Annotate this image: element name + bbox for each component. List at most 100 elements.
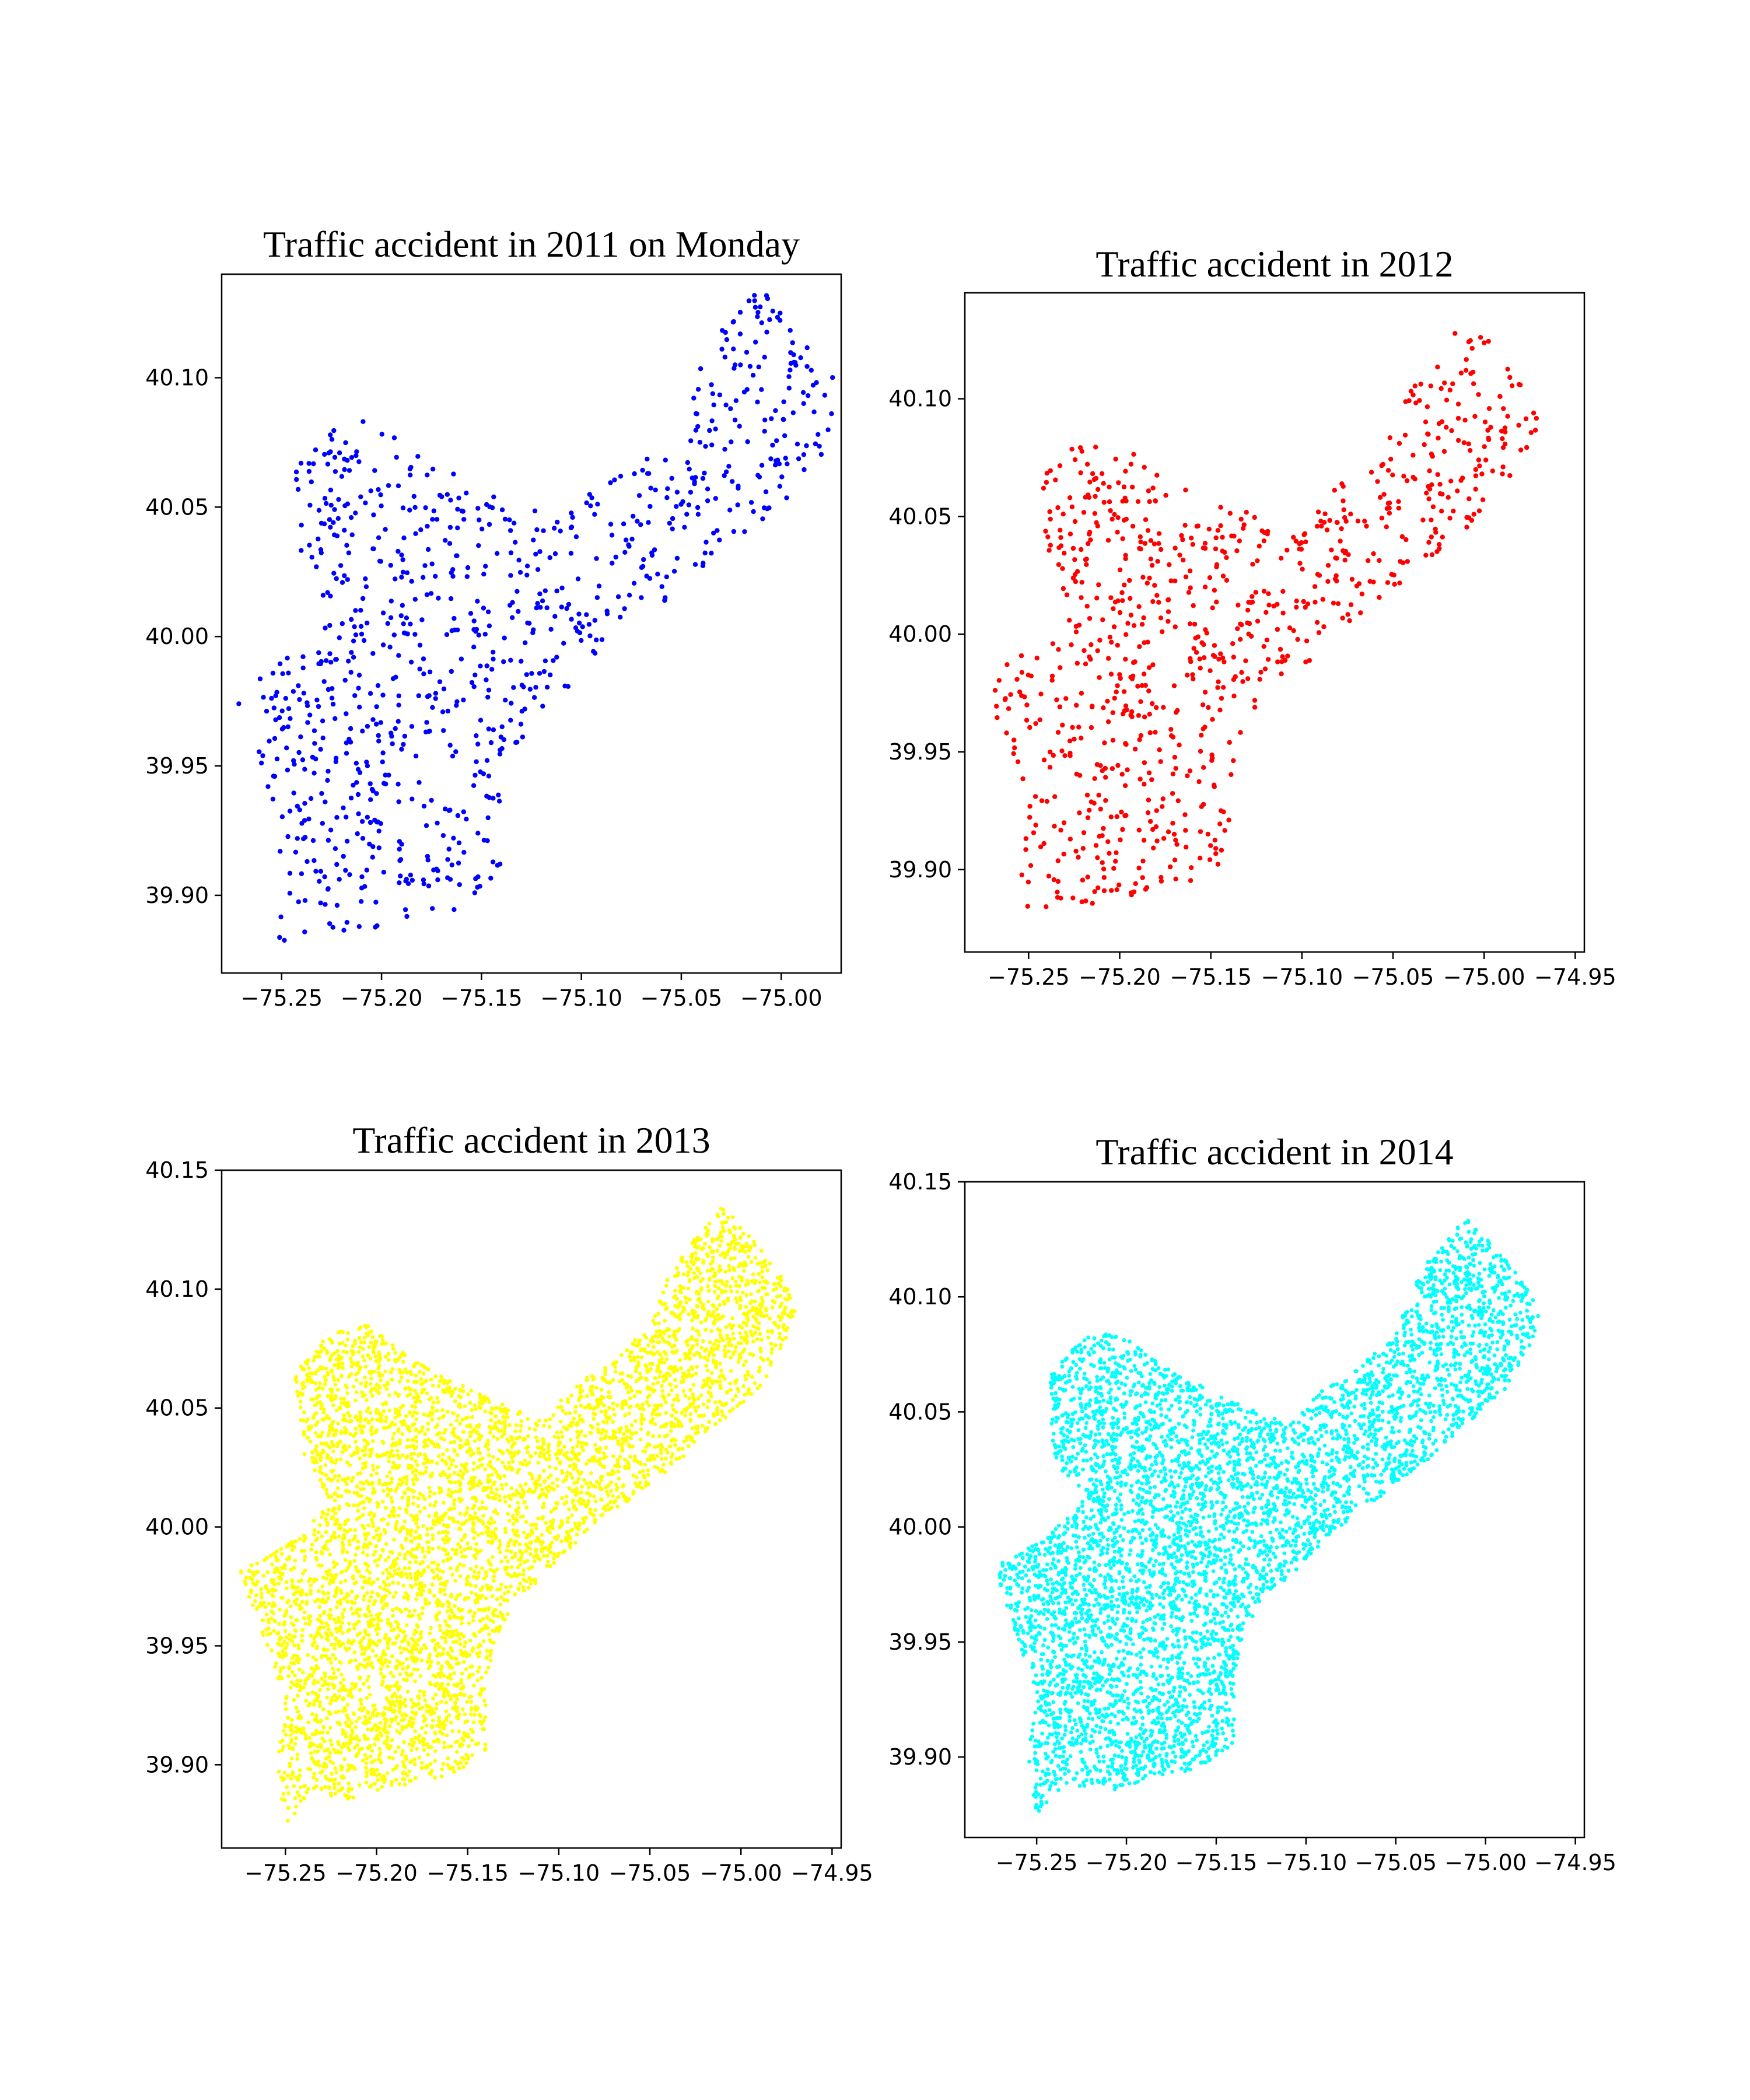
data-point [473,1713,477,1717]
data-point [1321,624,1326,629]
data-point [1287,625,1293,631]
data-point [784,495,789,501]
data-point [638,522,643,527]
data-point [632,1355,636,1360]
data-point [762,355,767,360]
data-point [305,720,310,725]
data-point [1314,523,1320,529]
data-point [437,1739,441,1744]
data-point [484,793,489,799]
data-point [670,1403,675,1408]
data-point [340,1494,344,1499]
data-point [300,1633,304,1638]
data-point [673,1378,677,1382]
data-point [1108,595,1114,600]
data-point [572,1416,576,1421]
data-point [1138,539,1143,545]
data-point [344,1568,348,1573]
data-point [537,549,542,554]
data-point [686,502,692,508]
data-point [576,620,582,626]
data-point [716,1317,720,1321]
data-point [1124,707,1129,713]
data-point [370,1749,374,1753]
data-point [1019,670,1025,675]
data-point [1196,779,1202,785]
data-point [404,1455,408,1460]
data-point [352,1712,356,1716]
data-point [1518,447,1524,453]
data-point [523,1482,528,1486]
data-point [535,601,540,606]
data-point [477,1458,482,1462]
data-point [752,293,757,298]
data-point [1092,776,1097,781]
data-point [1087,807,1092,813]
data-point [487,522,492,527]
data-point [760,1296,764,1300]
data-point [608,1500,613,1504]
data-point [1387,505,1392,510]
data-point [325,461,331,467]
x-tick-label: −75.00 [740,985,822,1011]
data-point [364,1632,368,1637]
data-point [1480,497,1486,502]
data-point [555,1484,559,1488]
data-point [742,529,747,534]
data-point [362,1575,366,1580]
data-point [482,1576,487,1581]
data-point [1220,548,1225,554]
data-point [475,741,481,747]
data-point [318,747,323,752]
data-point [378,1751,383,1755]
data-point [411,494,416,499]
data-point [405,1689,410,1694]
data-point [471,783,477,788]
data-point [626,1466,631,1471]
data-point [367,1645,372,1650]
data-point [1243,658,1248,664]
data-point [1033,721,1038,726]
data-point [1304,638,1310,643]
data-point [673,1343,677,1348]
data-point [1291,628,1296,634]
data-point [1219,848,1224,853]
data-point [1054,697,1059,702]
data-point [463,1640,467,1644]
data-point [356,811,361,817]
data-point [1014,677,1020,682]
data-point [695,1275,699,1279]
data-point [1012,737,1017,743]
data-point [404,1414,408,1419]
data-point [520,734,526,740]
data-point [1319,523,1324,529]
data-point [1068,531,1073,537]
data-point [762,417,768,423]
data-point [359,886,365,891]
data-point [674,1410,678,1415]
data-point [1148,556,1154,562]
data-point [422,1555,427,1559]
data-point [524,1542,528,1547]
data-point [1482,444,1487,449]
data-point [1052,794,1058,799]
data-point [340,621,345,626]
data-point [691,1395,695,1399]
data-point [1144,580,1150,586]
data-point [394,1636,399,1640]
data-point [441,1559,446,1563]
data-point [411,1413,415,1418]
data-point [562,1452,566,1457]
data-point [584,500,589,506]
data-point [1371,551,1376,556]
data-point [280,671,285,677]
data-point [286,1818,290,1823]
data-point [1184,845,1189,850]
data-point [731,346,736,352]
data-point [1429,452,1434,457]
data-point [1195,634,1200,639]
data-point [334,1605,339,1609]
data-point [534,527,540,533]
data-point [497,751,503,757]
data-point [318,547,324,552]
